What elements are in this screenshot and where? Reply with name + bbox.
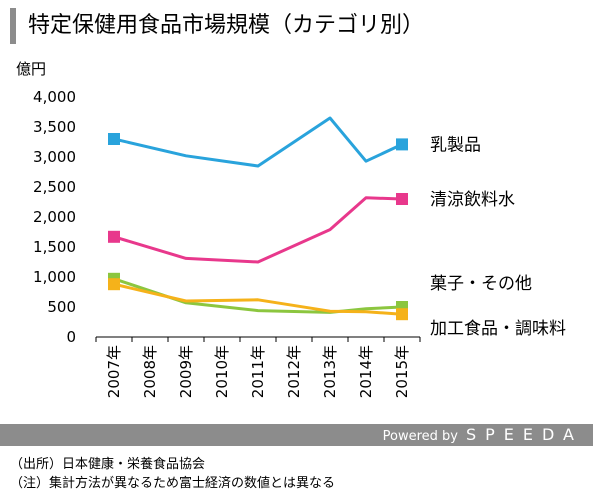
series-line [113,196,403,264]
y-axis-unit-label: 億円 [16,60,47,78]
series-label: 清涼飲料水 [430,190,515,210]
series-end-marker [396,193,408,205]
source-note: （出所）日本健康・栄養食品協会 [10,457,206,472]
line-chart: 0 500 1,000 1,500 2,000 2,500 3,000 3,500 4,000 2… [33,88,566,398]
y-tick-label: 2,500 [33,178,76,196]
y-tick-label: 4,000 [33,88,76,106]
chart-title: 特定保健用食品市場規模（カテゴリ別） [28,13,425,38]
y-tick-label: 500 [47,298,76,316]
x-tick-label: 2009年 [177,345,195,398]
y-tick-label: 1,000 [33,268,76,286]
x-tick-label: 2008年 [141,345,159,398]
aggregation-note: （注）集計方法が異なるため富士経済の数値とは異なる [10,476,336,491]
series-start-marker [108,230,120,243]
y-tick-label: 1,500 [33,238,76,256]
series-start-marker [108,133,120,145]
x-tick-label: 2007年 [105,345,123,398]
series-line [113,282,403,316]
series-start-marker [108,278,120,291]
series-label: 加工食品・調味料 [430,319,566,339]
powered-by-text: Powered by SPEEDA [383,424,583,448]
series-label: 菓子・その他 [430,274,532,294]
x-tick-label: 2013年 [321,345,339,398]
speeda-logo: SPEEDA [465,425,583,444]
series-end-marker [396,138,408,151]
title-accent-bar [10,8,16,44]
x-tick-label: 2015年 [393,345,411,398]
x-tick-label: 2011年 [249,345,267,398]
y-tick-label: 3,000 [33,148,76,166]
x-tick-label: 2012年 [285,345,303,398]
y-tick-label: 3,500 [33,118,76,136]
series-label: 乳製品 [430,135,481,155]
series-line [113,116,403,168]
powered-by-band: Powered by SPEEDA [0,424,593,446]
y-tick-label: 2,000 [33,208,76,226]
x-tick-label: 2014年 [357,345,375,398]
series-end-marker [396,308,408,321]
powered-by-prefix: Powered by [382,429,458,444]
x-tick-label: 2010年 [213,345,231,398]
y-tick-label: 0 [66,328,76,346]
